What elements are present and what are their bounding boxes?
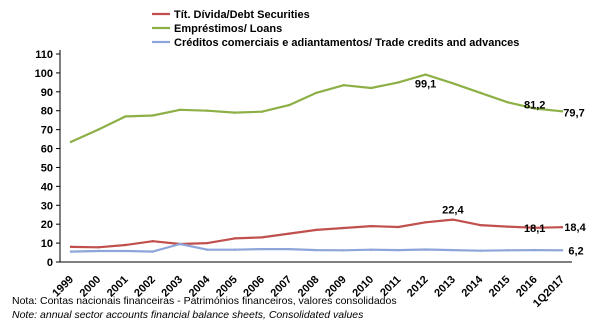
data-point-s1: [342, 84, 345, 87]
data-point-s2: [533, 248, 536, 252]
data-point-s0: [533, 226, 536, 229]
data-point-s1: [288, 103, 291, 107]
y-tick-label: 20: [41, 219, 53, 231]
legend-label-2: Créditos comerciais e adiantamentos/ Tra…: [174, 37, 519, 49]
data-point-s2: [478, 249, 482, 252]
y-tick-label: 50: [41, 162, 53, 174]
data-point-s0: [342, 226, 345, 230]
data-point-s2: [151, 250, 155, 253]
data-point-s2: [69, 250, 73, 253]
data-point-s2: [369, 248, 373, 251]
data-point-s2: [206, 248, 209, 251]
data-label: 79,7: [563, 107, 584, 119]
data-point-s1: [369, 86, 373, 90]
data-point-s1: [206, 109, 209, 112]
data-point-s1: [533, 107, 536, 110]
data-point-s1: [69, 140, 73, 144]
data-point-s0: [560, 226, 564, 229]
data-point-s0: [124, 243, 127, 247]
data-point-s0: [288, 232, 291, 235]
data-point-s1: [397, 81, 400, 84]
y-tick-label: 0: [47, 257, 53, 269]
legend-label-1: Empréstimos/ Loans: [174, 23, 282, 35]
data-point-s1: [560, 110, 564, 113]
data-point-s0: [97, 246, 100, 249]
data-point-s2: [560, 249, 564, 252]
y-tick-label: 100: [35, 68, 53, 80]
series-line-1: [69, 73, 564, 143]
data-label: 6,2: [568, 245, 583, 257]
data-point-s2: [124, 249, 127, 253]
data-point-s0: [233, 237, 236, 240]
legend-label-0: Tít. Dívida/Debt Securities: [174, 9, 310, 21]
data-point-s0: [206, 241, 209, 245]
data-point-s0: [506, 225, 509, 228]
y-tick-label: 80: [41, 106, 53, 118]
data-point-s1: [233, 111, 236, 114]
data-point-s2: [451, 248, 455, 252]
data-point-s2: [424, 248, 427, 251]
x-tick-label: 2014: [459, 273, 485, 299]
data-point-s1: [478, 91, 482, 94]
y-tick-label: 10: [41, 238, 53, 250]
data-label: 18,4: [564, 222, 586, 234]
footnote-portuguese: Nota: Contas nacionais financeiras - Pat…: [12, 295, 397, 307]
x-tick-label: 2013: [432, 274, 458, 300]
y-tick-label: 90: [41, 87, 53, 99]
data-label: 81,2: [524, 99, 545, 111]
data-point-s2: [260, 247, 264, 251]
data-point-s1: [97, 128, 100, 131]
data-point-s2: [506, 249, 509, 252]
footnote-english: Note: annual sector accounts financial b…: [12, 309, 364, 321]
data-label: 99,1: [415, 79, 436, 91]
y-tick-label: 110: [35, 49, 53, 61]
data-point-s2: [288, 247, 291, 251]
data-point-s2: [97, 249, 100, 253]
data-point-s2: [397, 248, 400, 252]
data-point-s0: [369, 224, 373, 228]
data-point-s1: [260, 110, 264, 113]
data-point-s2: [342, 249, 345, 252]
x-tick-label: 2012: [405, 274, 431, 300]
data-point-s2: [178, 242, 182, 246]
data-point-s1: [178, 108, 182, 111]
data-point-s0: [69, 245, 73, 249]
data-point-s0: [151, 240, 155, 243]
data-point-s2: [315, 248, 318, 252]
x-tick-label: 2015: [487, 274, 513, 300]
data-point-s0: [260, 236, 264, 239]
data-point-s0: [424, 221, 427, 224]
data-point-s1: [506, 101, 509, 104]
y-tick-label: 60: [41, 144, 53, 156]
y-tick-label: 40: [41, 181, 53, 193]
data-point-s1: [424, 73, 427, 76]
data-point-s1: [151, 114, 155, 117]
data-point-s0: [478, 223, 482, 227]
y-tick-label: 70: [41, 125, 53, 137]
data-point-s1: [315, 91, 318, 94]
y-tick-label: 30: [41, 200, 53, 212]
data-point-s0: [451, 218, 455, 221]
data-label: 18,1: [524, 223, 545, 235]
data-point-s0: [397, 225, 400, 229]
data-label: 22,4: [442, 205, 464, 217]
data-point-s1: [451, 82, 455, 85]
data-point-s2: [233, 248, 236, 251]
series-line-0: [69, 218, 564, 249]
data-point-s0: [315, 228, 318, 232]
data-point-s1: [124, 115, 127, 118]
